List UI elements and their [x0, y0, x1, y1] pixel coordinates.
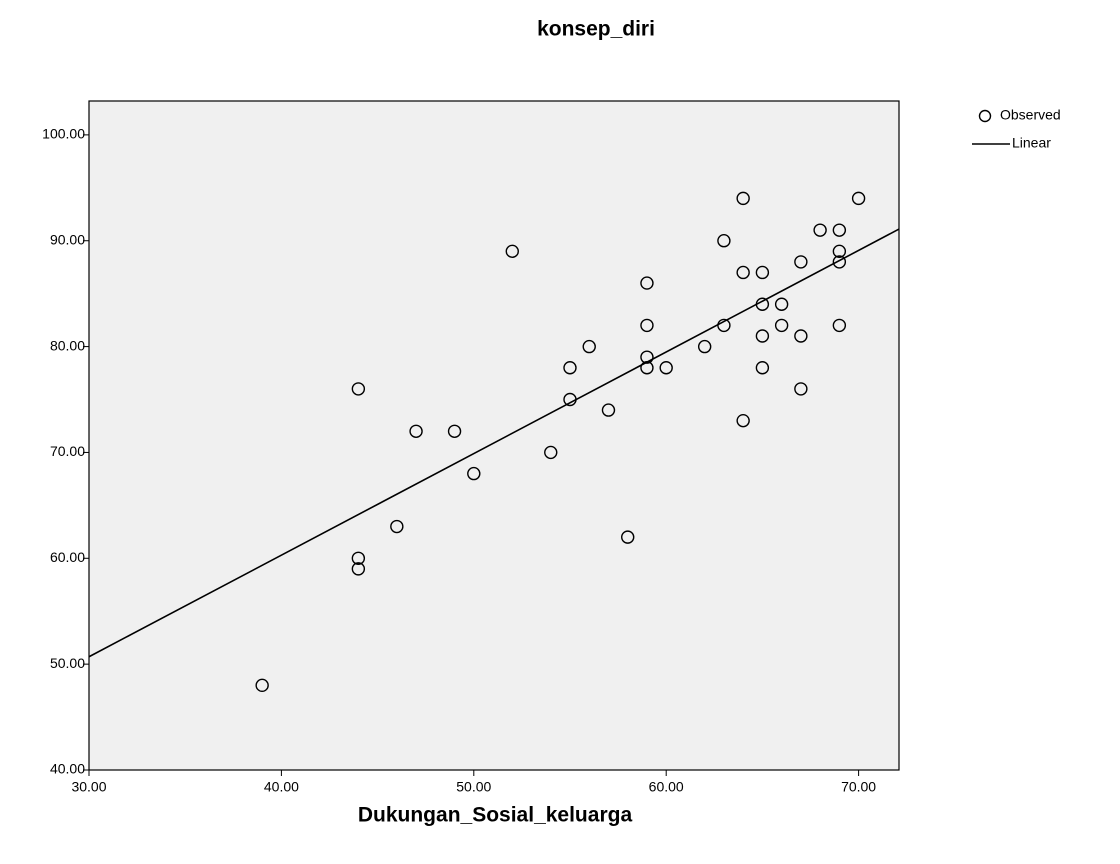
chart-title: konsep_diri: [537, 18, 655, 41]
point: [601, 403, 616, 417]
x-tick-label: 60.00: [649, 779, 684, 795]
point: [813, 223, 827, 237]
point: [467, 466, 481, 481]
point: [832, 223, 847, 237]
x-axis-label: Dukungan_Sosial_keluarga: [358, 804, 633, 827]
point: [582, 339, 596, 354]
y-tick-label: 70.00: [50, 443, 85, 459]
point: [755, 265, 770, 280]
point: [390, 519, 404, 534]
y-tick-label: 80.00: [50, 337, 85, 353]
point: [736, 191, 750, 206]
point: [255, 678, 269, 693]
point: [794, 382, 808, 396]
point: [621, 530, 635, 544]
y-tick-label: 60.00: [50, 549, 85, 565]
legend-symbol: [978, 109, 992, 123]
point: [505, 244, 519, 259]
point: [832, 318, 847, 333]
x-tick-label: 70.00: [841, 779, 876, 795]
point: [640, 318, 654, 333]
point: [774, 297, 789, 311]
point: [794, 329, 808, 343]
point: [351, 382, 366, 396]
point: [447, 424, 462, 438]
legend-label: Observed: [1000, 107, 1061, 123]
point: [736, 413, 750, 428]
y-tick-label: 100.00: [42, 126, 85, 142]
point: [774, 318, 789, 333]
y-tick-label: 90.00: [50, 231, 85, 247]
point: [640, 350, 654, 364]
point: [563, 361, 577, 375]
legend-label: Linear: [1012, 135, 1051, 151]
point: [544, 445, 558, 460]
point: [794, 255, 808, 269]
point: [697, 339, 712, 354]
point: [409, 424, 423, 438]
point: [832, 255, 847, 269]
point: [351, 562, 366, 576]
x-tick-label: 40.00: [264, 779, 299, 795]
point: [755, 361, 770, 375]
point: [640, 276, 654, 290]
y-tick-label: 40.00: [50, 761, 85, 777]
point: [736, 265, 750, 280]
point: [851, 191, 866, 206]
point: [717, 234, 731, 248]
point: [832, 244, 847, 259]
point: [755, 329, 770, 343]
y-tick-label: 50.00: [50, 655, 85, 671]
plot-area: [88, 100, 900, 771]
fit-line: [88, 228, 900, 658]
x-tick-label: 30.00: [71, 779, 106, 795]
x-tick-label: 50.00: [456, 779, 491, 795]
point: [659, 361, 673, 375]
point: [351, 551, 366, 565]
